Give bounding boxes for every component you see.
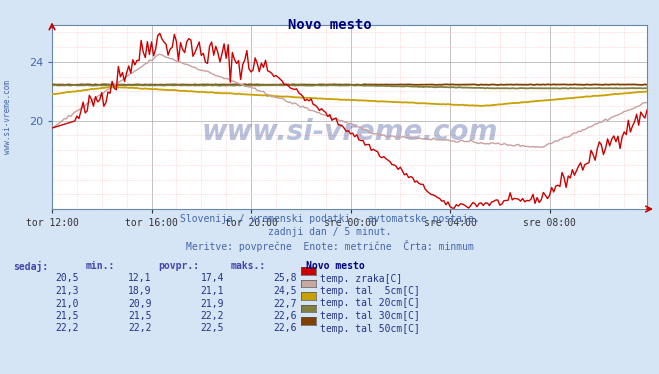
Text: Meritve: povprečne  Enote: metrične  Črta: minmum: Meritve: povprečne Enote: metrične Črta:… (186, 240, 473, 252)
Text: 24,5: 24,5 (273, 286, 297, 296)
Text: temp. tal 20cm[C]: temp. tal 20cm[C] (320, 298, 420, 309)
Text: 22,7: 22,7 (273, 298, 297, 309)
Text: 21,5: 21,5 (55, 311, 79, 321)
Text: 22,5: 22,5 (200, 324, 224, 334)
Text: 22,6: 22,6 (273, 311, 297, 321)
Text: Novo mesto: Novo mesto (287, 18, 372, 32)
Text: 22,6: 22,6 (273, 324, 297, 334)
Text: 21,3: 21,3 (55, 286, 79, 296)
Text: povpr.:: povpr.: (158, 261, 199, 271)
Text: 17,4: 17,4 (200, 273, 224, 283)
Text: 21,5: 21,5 (128, 311, 152, 321)
Text: 21,9: 21,9 (200, 298, 224, 309)
Text: 18,9: 18,9 (128, 286, 152, 296)
Text: 20,5: 20,5 (55, 273, 79, 283)
Text: temp. tal 50cm[C]: temp. tal 50cm[C] (320, 324, 420, 334)
Text: 22,2: 22,2 (55, 324, 79, 334)
Text: 22,2: 22,2 (200, 311, 224, 321)
Text: 22,2: 22,2 (128, 324, 152, 334)
Text: maks.:: maks.: (231, 261, 266, 271)
Text: 21,0: 21,0 (55, 298, 79, 309)
Text: Novo mesto: Novo mesto (306, 261, 365, 271)
Text: www.si-vreme.com: www.si-vreme.com (201, 118, 498, 146)
Text: min.:: min.: (86, 261, 115, 271)
Text: temp. tal  5cm[C]: temp. tal 5cm[C] (320, 286, 420, 296)
Text: 21,1: 21,1 (200, 286, 224, 296)
Text: temp. zraka[C]: temp. zraka[C] (320, 273, 402, 283)
Text: www.si-vreme.com: www.si-vreme.com (3, 80, 12, 154)
Text: Slovenija / vremenski podatki - avtomatske postaje.: Slovenija / vremenski podatki - avtomats… (180, 214, 479, 224)
Text: 25,8: 25,8 (273, 273, 297, 283)
Text: temp. tal 30cm[C]: temp. tal 30cm[C] (320, 311, 420, 321)
Text: 20,9: 20,9 (128, 298, 152, 309)
Text: sedaj:: sedaj: (13, 261, 48, 272)
Text: 12,1: 12,1 (128, 273, 152, 283)
Text: zadnji dan / 5 minut.: zadnji dan / 5 minut. (268, 227, 391, 237)
